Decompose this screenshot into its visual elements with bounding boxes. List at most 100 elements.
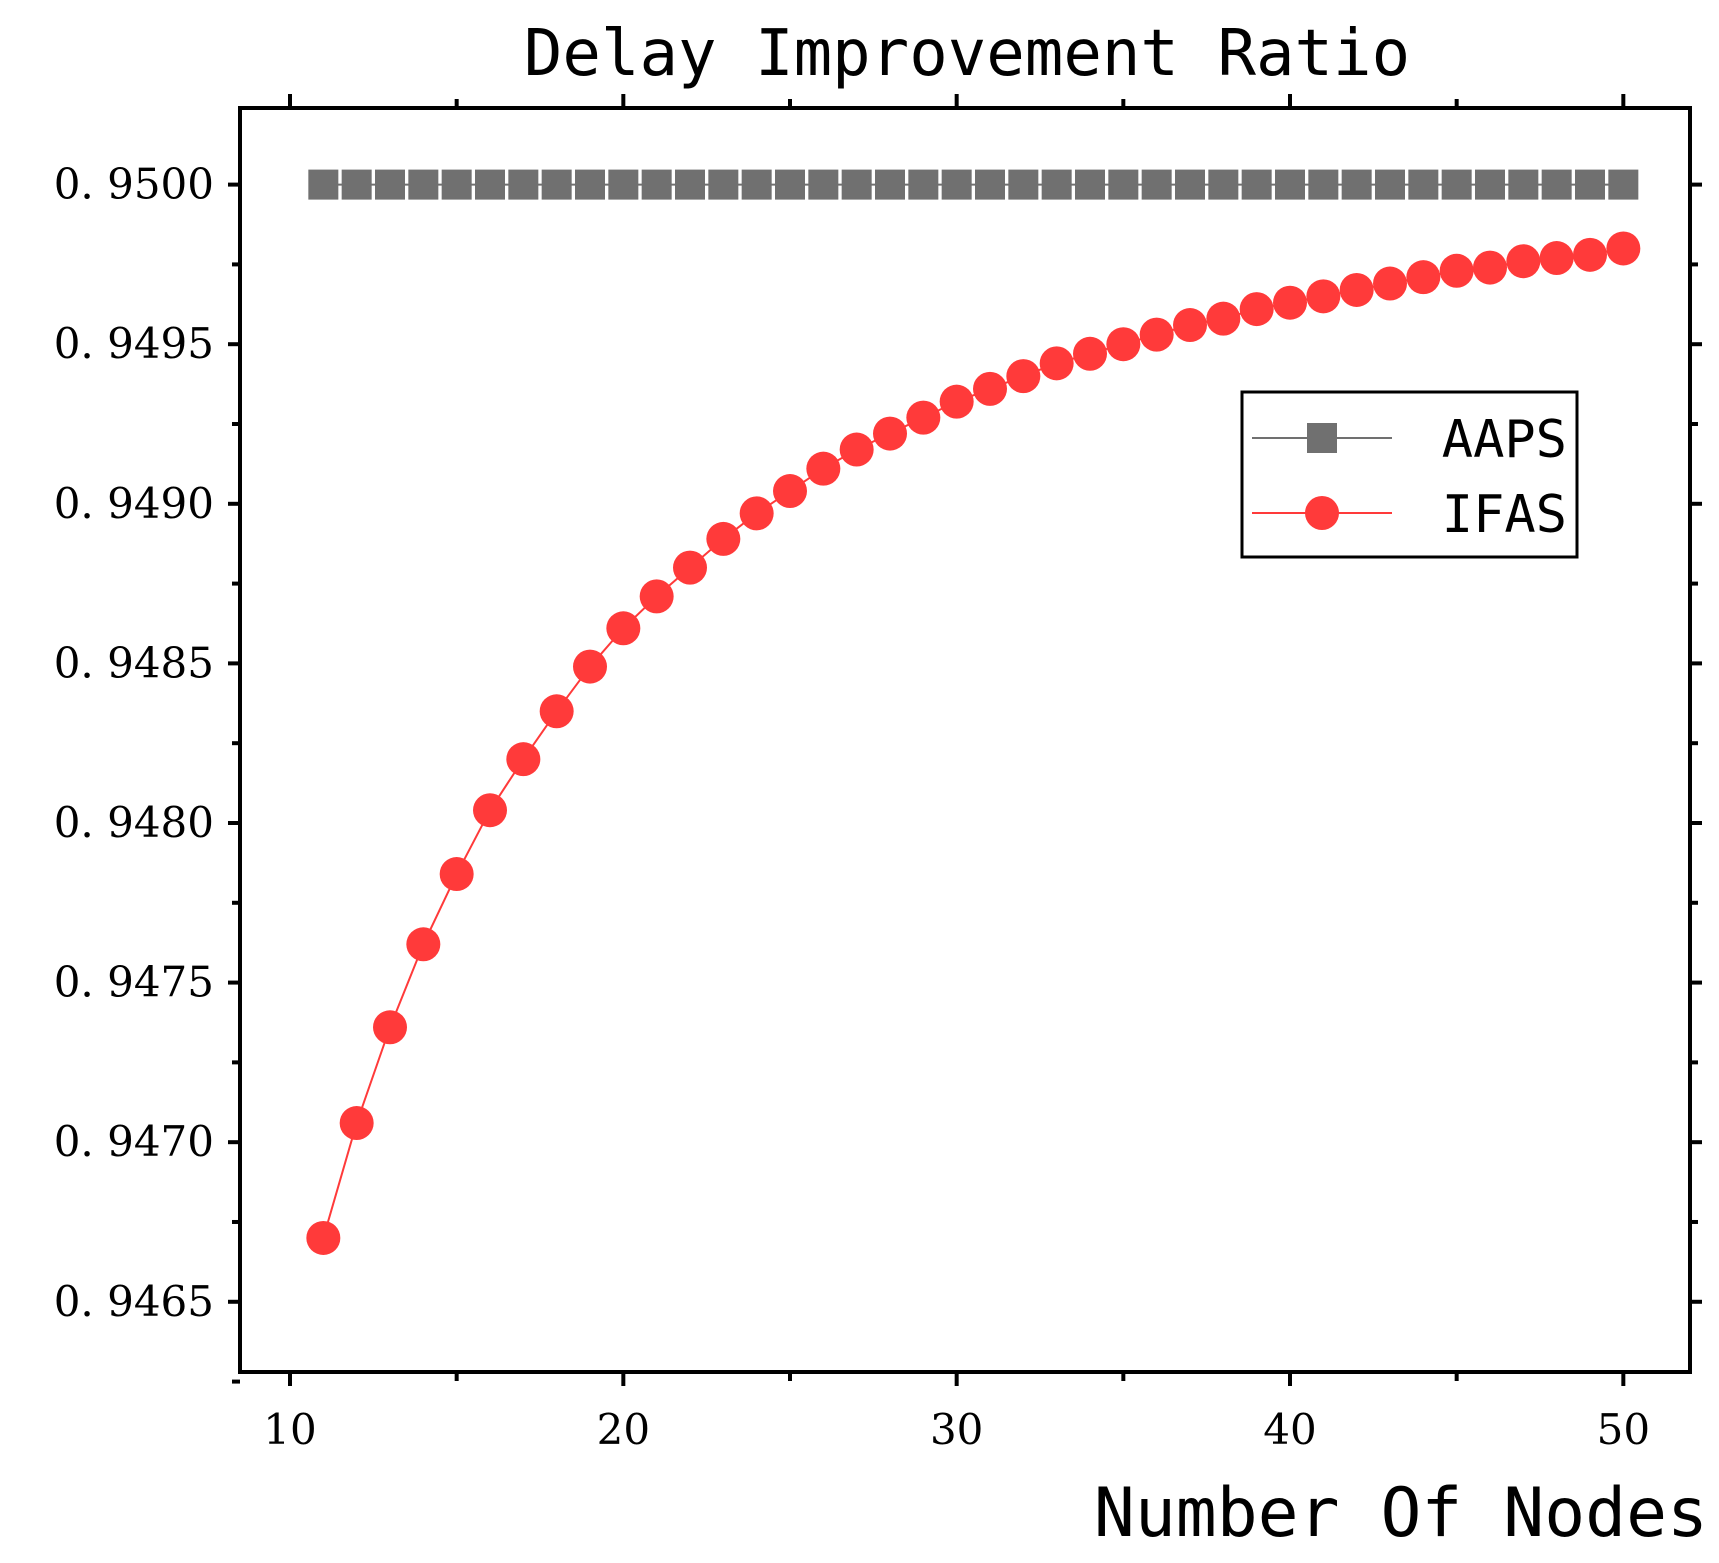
aaps-point [1241, 169, 1272, 200]
aaps-point [908, 169, 939, 200]
ifas-point [706, 521, 741, 556]
aaps-point [1041, 169, 1072, 200]
aaps-point [808, 169, 839, 200]
aaps-point [1608, 169, 1639, 200]
legend-marker [1305, 496, 1339, 530]
x-tick-label: 20 [597, 1405, 650, 1454]
aaps-point [608, 169, 639, 200]
ifas-point [539, 694, 574, 729]
y-tick-label: 0. 9470 [54, 1117, 214, 1166]
y-tick-label: 0. 9475 [54, 958, 214, 1007]
legend-box [1240, 390, 1579, 559]
ifas-point [973, 371, 1007, 406]
aaps-point [1408, 169, 1439, 200]
aaps-point [1541, 169, 1572, 200]
aaps-point [408, 169, 439, 200]
aaps-point [375, 169, 405, 200]
ifas-point [1006, 359, 1041, 394]
ifas-point [1606, 231, 1641, 266]
legend-marker [1307, 423, 1337, 453]
x-tick-label: 50 [1597, 1405, 1650, 1454]
aaps-point [741, 169, 772, 200]
ifas-point [1339, 272, 1374, 307]
aaps-point [841, 169, 872, 200]
aaps-point [1375, 169, 1405, 200]
ifas-point [1073, 336, 1107, 371]
ifas-point [673, 550, 707, 585]
ifas-point [739, 496, 774, 531]
aaps-point [1475, 169, 1505, 200]
aaps-point [575, 169, 605, 200]
aaps-point [1341, 169, 1372, 200]
ifas-point [1139, 317, 1174, 352]
aaps-point [341, 169, 372, 200]
aaps-point [1275, 169, 1305, 200]
x-tick-label: 30 [930, 1405, 983, 1454]
ifas-point [439, 857, 474, 892]
aaps-point [775, 169, 805, 200]
ifas-point [639, 579, 674, 614]
ifas-point [806, 451, 841, 486]
ifas-point [1473, 250, 1507, 285]
aaps-point [308, 169, 339, 200]
ifas-point [1439, 253, 1474, 288]
aaps-point [1141, 169, 1172, 200]
aaps-point [1175, 169, 1205, 200]
ifas-point [1373, 266, 1407, 301]
ifas-point [506, 742, 541, 777]
aaps-point [508, 169, 539, 200]
ifas-point [1039, 346, 1074, 381]
aaps-point [475, 169, 505, 200]
ifas-point [1106, 327, 1141, 362]
y-tick-label: 0. 9465 [54, 1277, 214, 1326]
legend-label-aaps: AAPS [1442, 410, 1567, 470]
aaps-point [675, 169, 705, 200]
ifas-point [1239, 292, 1274, 327]
aaps-point [1575, 169, 1605, 200]
ifas-point [773, 474, 807, 509]
ifas-point [339, 1106, 374, 1141]
aaps-point [875, 169, 905, 200]
ifas-point [839, 432, 874, 467]
aaps-point [708, 169, 739, 200]
aaps-point [541, 169, 572, 200]
ifas-point [606, 611, 641, 646]
ifas-point [906, 400, 941, 435]
y-tick-label: 0. 9480 [54, 798, 214, 847]
x-tick-label: 10 [263, 1405, 316, 1454]
ifas-point [939, 384, 974, 419]
ifas-point [373, 1010, 407, 1045]
aaps-point [641, 169, 672, 200]
aaps-point [975, 169, 1005, 200]
ifas-point [1273, 285, 1307, 320]
ifas-point [473, 793, 507, 828]
ifas-point [1406, 260, 1441, 295]
aaps-point [1308, 169, 1339, 200]
y-tick-label: 0. 9500 [54, 160, 214, 209]
ifas-point [406, 927, 441, 962]
aaps-point [941, 169, 972, 200]
aaps-point [1208, 169, 1239, 200]
ifas-point [573, 649, 607, 684]
legend: AAPS IFAS [1240, 390, 1579, 559]
aaps-point [1075, 169, 1105, 200]
aaps-point [1008, 169, 1039, 200]
ifas-point [1173, 308, 1207, 343]
ifas-point [1506, 244, 1541, 279]
y-tick-label: 0. 9495 [54, 319, 214, 368]
ifas-point [1206, 301, 1241, 336]
x-tick-label: 40 [1263, 1405, 1316, 1454]
ifas-point [306, 1220, 341, 1255]
y-tick-label: 0. 9490 [54, 479, 214, 528]
ifas-point [1573, 237, 1607, 272]
aaps-point [1441, 169, 1472, 200]
legend-label-ifas: IFAS [1442, 485, 1567, 545]
ifas-point [873, 416, 907, 451]
ifas-point [1306, 279, 1341, 314]
ifas-point [1539, 241, 1574, 276]
aaps-point [441, 169, 472, 200]
x-axis-label: Number Of Nodes [1094, 1474, 1708, 1553]
y-tick-label: 0. 9485 [54, 638, 214, 687]
chart-title: Delay Improvement Ratio [524, 17, 1410, 91]
